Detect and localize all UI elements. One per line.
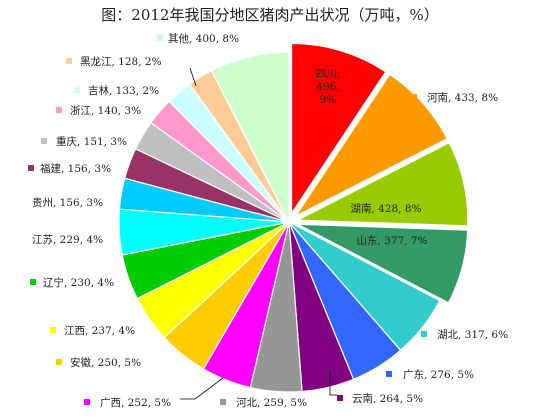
slice-17-label: 吉林, 133, 2%: [88, 84, 159, 97]
slice-15-marker: [41, 138, 47, 144]
slice-8-leader: [180, 377, 224, 400]
slice-0: [290, 42, 387, 216]
slice-10-marker: [50, 327, 56, 333]
slice-6-leader: [329, 372, 337, 396]
slice-16-marker: [56, 107, 62, 113]
slice-1: [293, 73, 448, 218]
slice-19: [210, 51, 290, 223]
slice-14-label: 福建, 156, 3%: [40, 162, 111, 175]
slice-11-marker: [30, 279, 36, 285]
slice-4-label: 湖北, 317, 6%: [437, 329, 508, 341]
slice-10-label: 江西, 237, 4%: [64, 325, 135, 337]
slice-18-leader: [189, 67, 197, 87]
slice-18-marker: [66, 58, 72, 64]
slice-12-label: 江苏, 229, 4%: [32, 233, 103, 246]
slice-18-label: 黑龙江, 128, 2%: [80, 55, 162, 68]
slice-6-label: 云南, 264, 5%: [352, 392, 423, 405]
slice-1-marker: [411, 94, 417, 100]
slice-14-marker: [28, 165, 34, 171]
slice-8-label: 广西, 252, 5%: [100, 397, 171, 409]
slice-2-label: 湖南, 428, 8%: [350, 202, 421, 215]
slice-3: [297, 223, 469, 304]
slice-9-label: 安徽, 250, 5%: [70, 356, 141, 369]
slice-5-marker: [386, 371, 392, 377]
slice-3-label: 山东, 377, 7%: [356, 234, 427, 247]
slice-8-marker: [84, 399, 90, 405]
slice-19-marker: [157, 35, 163, 41]
slice-1-label: 河南, 433, 8%: [427, 91, 498, 104]
slice-0-label: 四川, 496, 9%: [316, 68, 340, 106]
slice-4-marker: [421, 331, 427, 337]
slice-2: [295, 141, 469, 227]
slice-9-marker: [56, 359, 62, 365]
slice-16-label: 浙江, 140, 3%: [70, 105, 141, 117]
chart-title: 图：2012年我国分地区猪肉产出状况（万吨，%）: [101, 6, 439, 24]
slice-11-label: 辽宁, 230, 4%: [43, 276, 114, 289]
slice-6-marker: [337, 395, 343, 401]
slice-7-marker: [220, 399, 226, 405]
slice-5-label: 广东, 276, 5%: [403, 368, 474, 381]
slice-7-label: 河北, 259, 5%: [236, 397, 307, 409]
slice-17-marker: [74, 87, 80, 93]
slice-13-label: 贵州, 156, 3%: [32, 196, 103, 209]
slice-15-label: 重庆, 151, 3%: [56, 135, 127, 148]
slice-19-label: 其他, 400, 8%: [168, 32, 239, 45]
